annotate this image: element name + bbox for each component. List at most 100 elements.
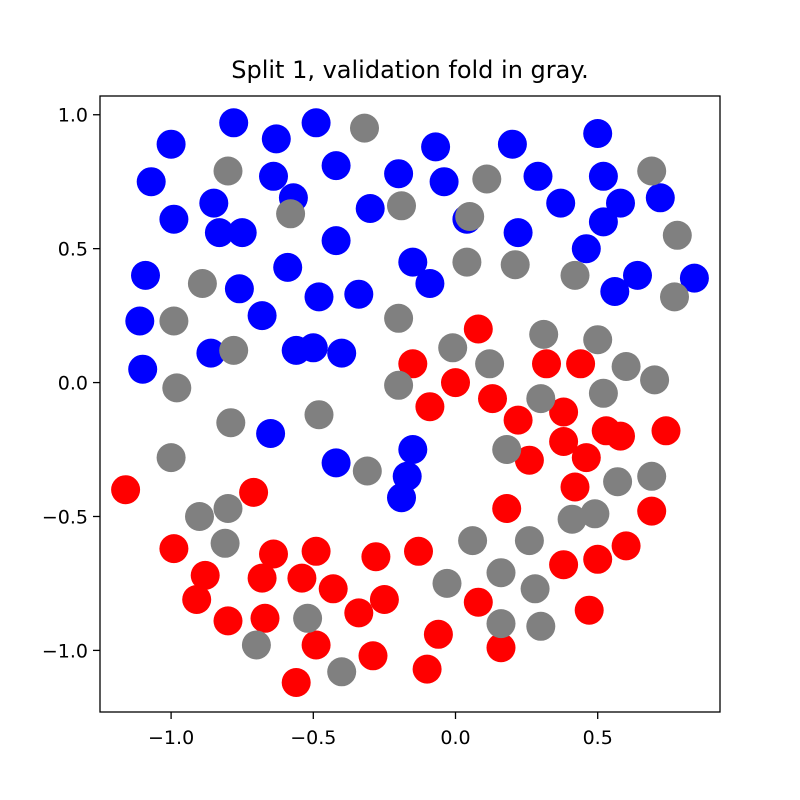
data-point <box>304 400 334 430</box>
data-point <box>219 108 249 138</box>
data-point <box>301 108 331 138</box>
data-point <box>452 247 482 277</box>
data-point <box>241 630 271 660</box>
x-tick-label: −1.0 <box>148 727 194 749</box>
data-point <box>261 124 291 154</box>
chart-title: Split 1, validation fold in gray. <box>231 56 589 84</box>
data-point <box>204 218 234 248</box>
data-point <box>111 475 141 505</box>
data-point <box>486 633 516 663</box>
data-point <box>293 603 323 633</box>
data-point <box>526 384 556 414</box>
data-point <box>571 234 601 264</box>
data-point <box>412 654 442 684</box>
data-point <box>549 427 579 456</box>
data-point <box>398 349 428 379</box>
data-point <box>259 539 288 569</box>
data-point <box>500 250 530 280</box>
data-point <box>247 301 277 331</box>
data-point <box>441 368 470 398</box>
data-point <box>404 536 433 566</box>
data-point <box>159 204 189 234</box>
data-point <box>301 536 331 566</box>
data-point <box>651 416 681 446</box>
y-tick-label: −1.0 <box>42 640 88 662</box>
axis-ticks-layer: −1.0 −0.5 0.0 0.5 1.0 0.5 0.0 −0.5 −1.0 <box>42 105 613 749</box>
data-point <box>606 421 635 451</box>
data-point <box>580 499 610 529</box>
data-point <box>520 574 550 604</box>
data-point <box>640 365 670 395</box>
data-point <box>514 526 544 556</box>
data-point <box>529 319 559 349</box>
data-point <box>503 218 533 248</box>
data-point <box>318 574 348 604</box>
data-point <box>486 558 516 588</box>
data-point <box>327 338 357 368</box>
data-point <box>662 220 692 250</box>
data-point <box>387 483 416 513</box>
data-point <box>256 419 286 448</box>
x-tick-label: 0.5 <box>583 727 613 749</box>
data-point <box>583 325 613 355</box>
data-point <box>574 595 604 625</box>
data-point <box>276 199 306 229</box>
data-point <box>478 384 507 414</box>
data-point <box>438 333 468 363</box>
data-point <box>136 167 166 197</box>
data-point <box>398 247 428 277</box>
data-point <box>606 188 635 218</box>
data-point <box>497 129 527 159</box>
data-point <box>131 260 160 290</box>
data-point <box>526 611 556 641</box>
data-point <box>611 531 641 561</box>
data-point <box>398 435 428 464</box>
y-tick-label: 1.0 <box>58 105 88 127</box>
data-point <box>210 528 240 558</box>
data-point <box>301 630 331 660</box>
data-point <box>125 306 155 336</box>
data-point <box>637 496 667 526</box>
x-tick-label: −0.5 <box>290 727 336 749</box>
data-point <box>128 354 158 384</box>
y-tick-label: 0.0 <box>58 373 88 395</box>
data-point <box>486 609 516 639</box>
data-point <box>603 467 633 497</box>
data-point <box>387 191 416 221</box>
data-point <box>557 504 587 534</box>
data-point <box>224 274 254 304</box>
data-point <box>247 563 277 593</box>
data-point <box>156 443 186 473</box>
data-point <box>384 303 414 333</box>
data-point <box>475 349 505 379</box>
data-point <box>384 159 414 189</box>
data-point <box>350 113 379 143</box>
data-point <box>321 226 351 256</box>
data-point <box>213 494 243 523</box>
data-point <box>384 370 414 400</box>
plot-frame <box>99 95 721 713</box>
data-point <box>216 408 246 438</box>
data-point <box>623 260 652 290</box>
data-point <box>250 603 280 633</box>
data-point <box>273 252 303 282</box>
data-point <box>227 218 257 248</box>
data-point <box>514 445 544 475</box>
data-point <box>259 161 288 191</box>
data-point <box>199 188 229 218</box>
data-point <box>344 598 374 628</box>
data-point <box>287 563 317 593</box>
data-point <box>213 606 243 636</box>
data-point <box>185 502 214 531</box>
y-tick-label: 0.5 <box>58 239 88 261</box>
data-point <box>560 472 590 502</box>
data-point <box>588 161 618 191</box>
data-point <box>492 494 522 523</box>
data-point <box>321 151 351 181</box>
data-point <box>645 183 675 213</box>
data-point <box>213 156 243 186</box>
data-point <box>423 619 453 649</box>
data-point <box>159 306 189 336</box>
data-point <box>321 448 351 478</box>
